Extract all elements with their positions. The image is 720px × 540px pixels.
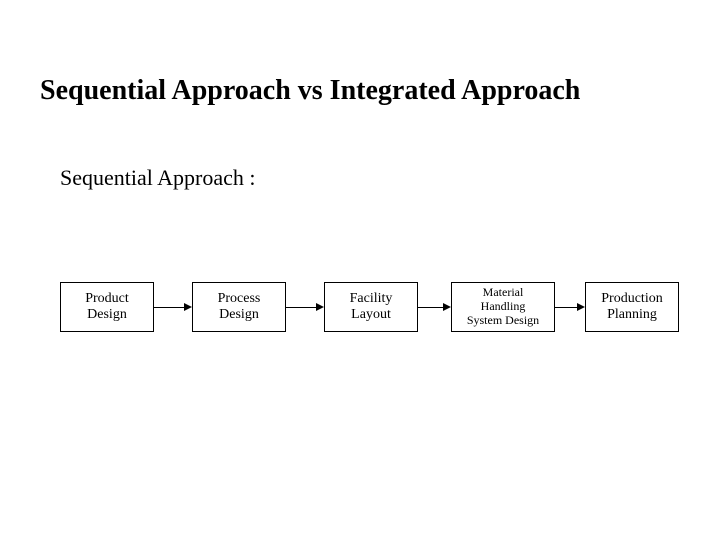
flow-arrow: [418, 307, 443, 308]
flow-arrow: [286, 307, 316, 308]
flow-node-n2: ProcessDesign: [192, 282, 286, 332]
flow-node-n3: FacilityLayout: [324, 282, 418, 332]
flow-node-n5: ProductionPlanning: [585, 282, 679, 332]
section-subtitle: Sequential Approach :: [60, 165, 256, 191]
flow-arrow: [154, 307, 184, 308]
arrow-head-icon: [184, 303, 192, 311]
arrow-head-icon: [316, 303, 324, 311]
slide: Sequential Approach vs Integrated Approa…: [0, 0, 720, 540]
page-title: Sequential Approach vs Integrated Approa…: [40, 75, 580, 107]
arrow-head-icon: [443, 303, 451, 311]
arrow-head-icon: [577, 303, 585, 311]
flow-arrow: [555, 307, 577, 308]
flow-node-n1: ProductDesign: [60, 282, 154, 332]
flow-node-n4: MaterialHandlingSystem Design: [451, 282, 555, 332]
